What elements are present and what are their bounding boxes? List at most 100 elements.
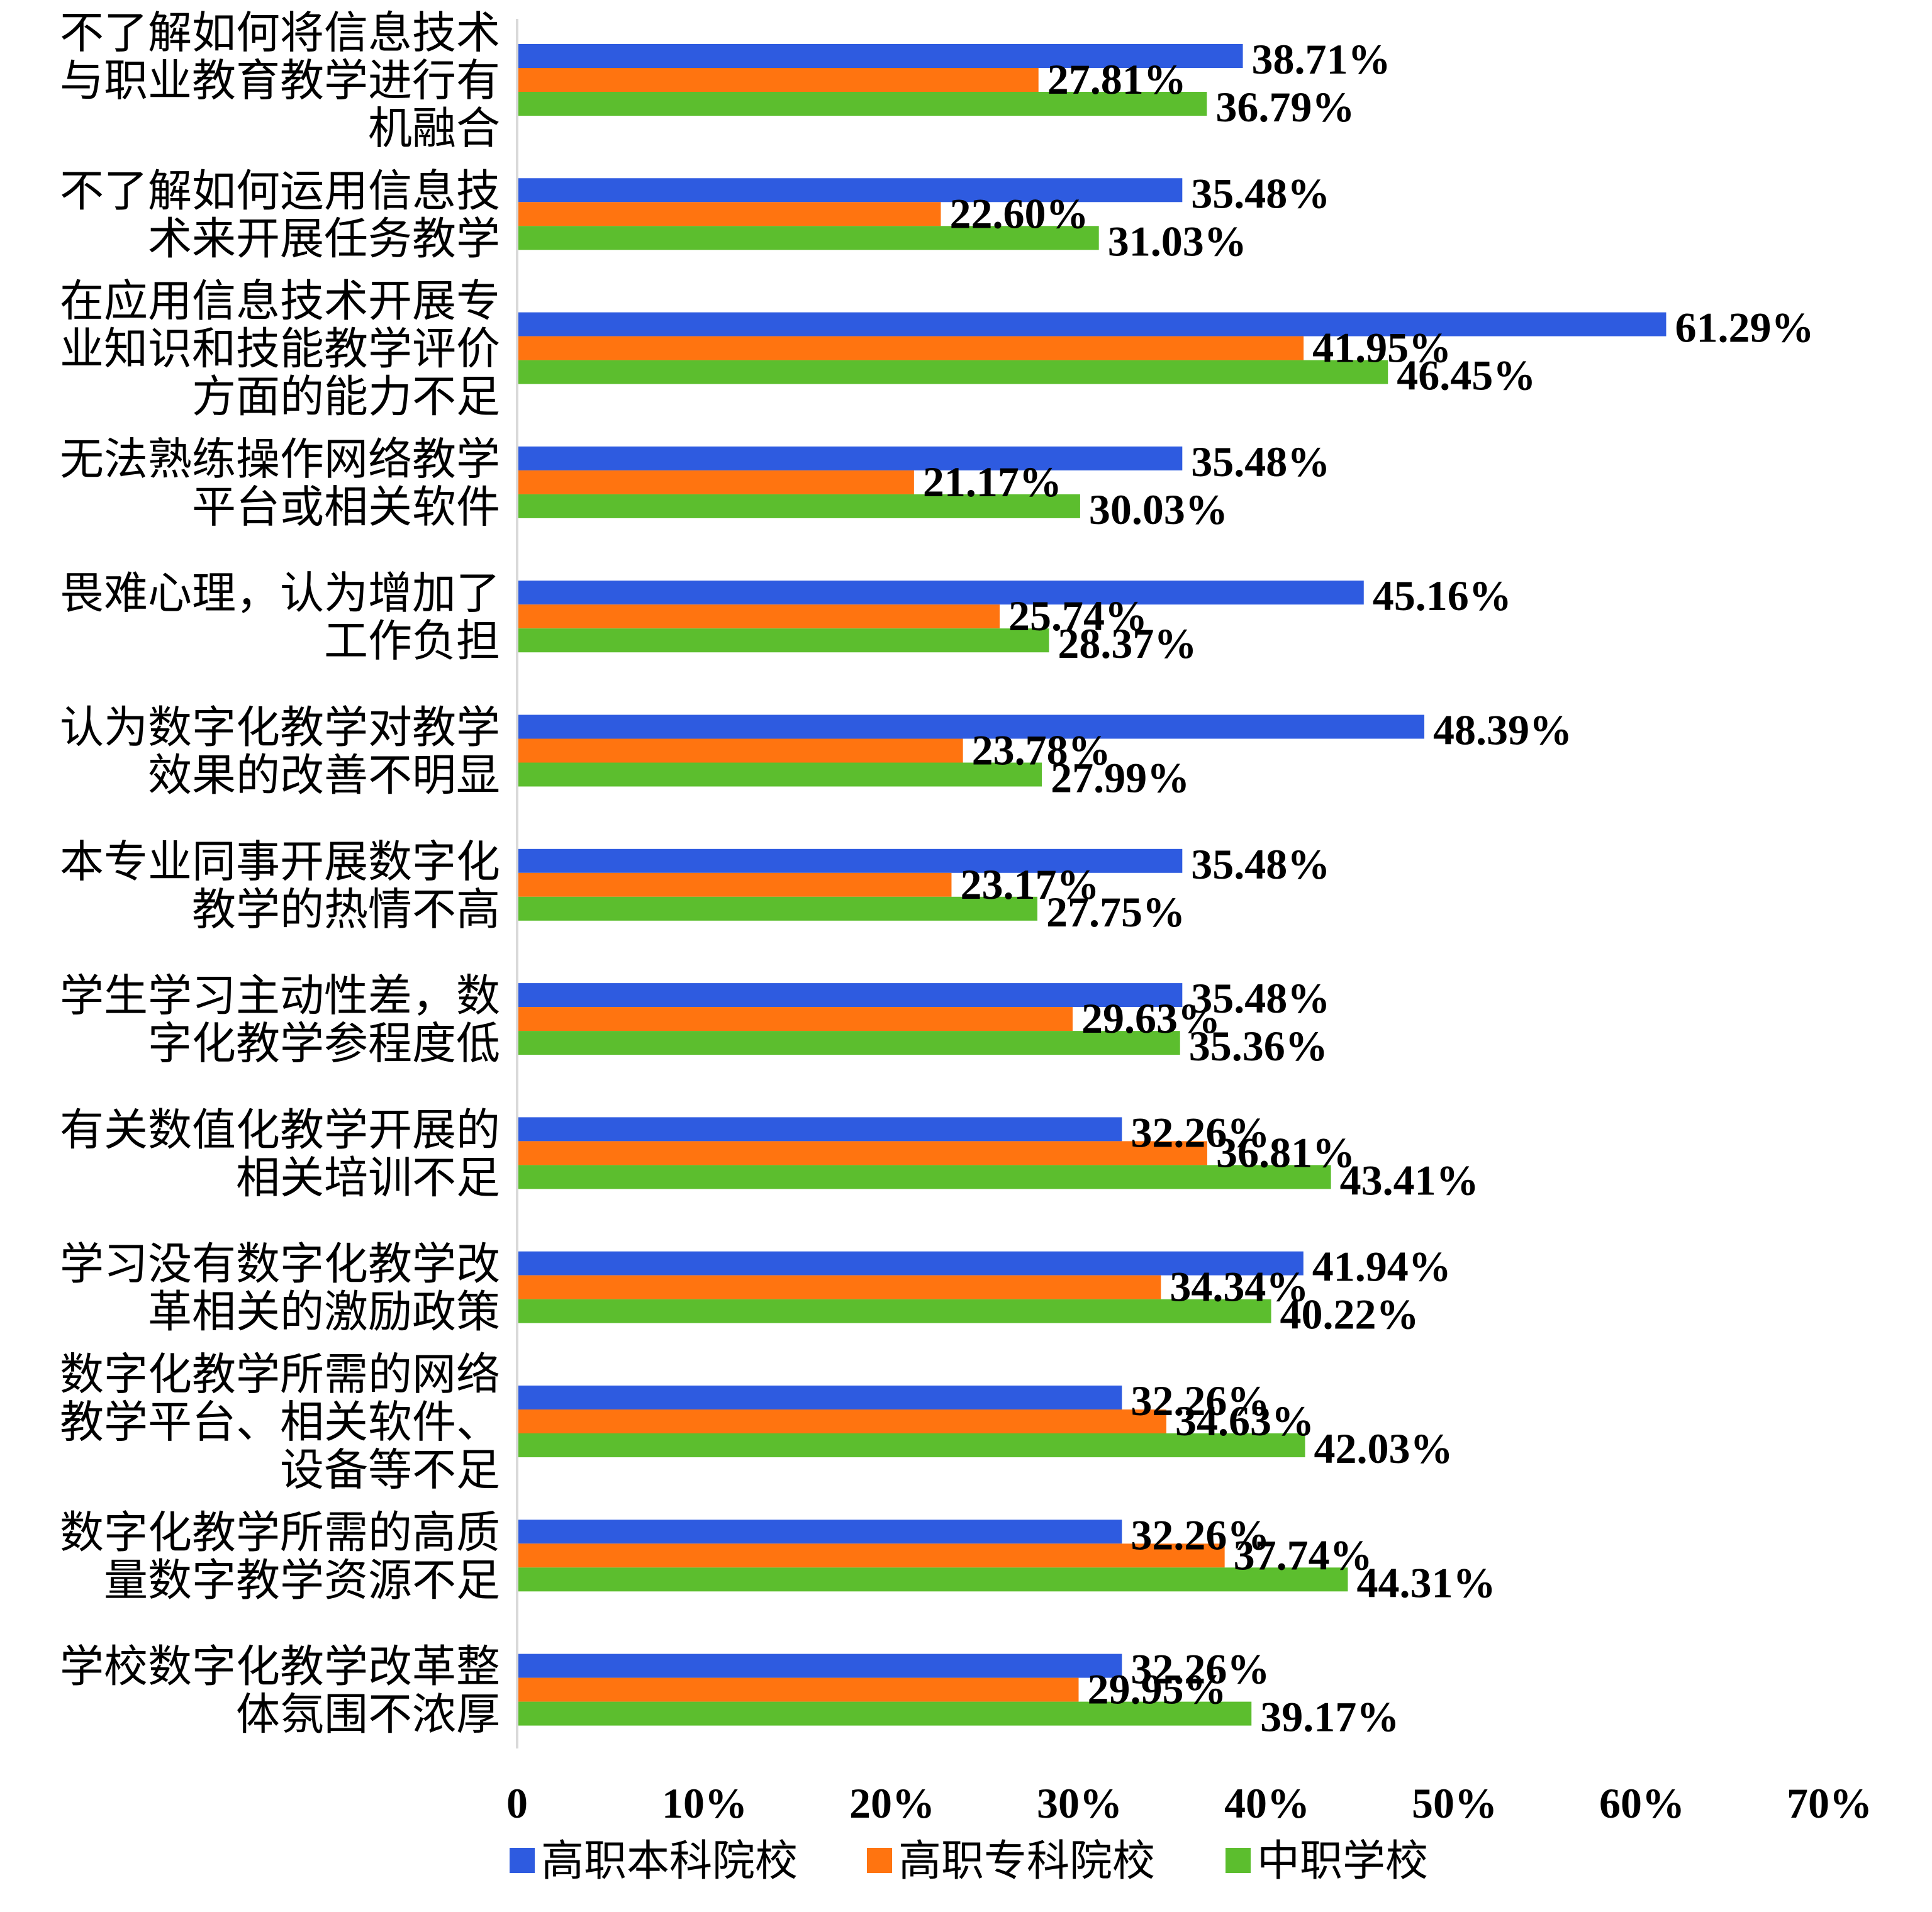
category-label-line: 方面的能力不足 [192,371,500,423]
category-label-3: 在应用信息技术开展专业知识和技能教学评价方面的能力不足 [60,275,500,423]
category-label-12: 数字化教学所需的高质量数字教学资源不足 [60,1506,500,1606]
bar-1-4 [517,446,1183,470]
value-label-1-3: 61.29% [1675,304,1814,352]
bar-1-2 [517,178,1183,203]
category-label-line: 在应用信息技术开展专 [60,275,500,327]
bar-3-10 [517,1299,1271,1323]
bar-3-4 [517,494,1080,518]
value-label-2-11: 34.63% [1175,1397,1314,1445]
bars-group [517,44,1667,1726]
bar-1-12 [517,1520,1122,1544]
category-label-9: 有关数值化教学开展的相关培训不足 [60,1104,500,1203]
bar-2-13 [517,1677,1079,1702]
bar-2-6 [517,738,963,763]
value-label-2-8: 29.63% [1081,994,1220,1042]
category-label-13: 学校数字化教学改革整体氛围不浓厚 [60,1641,500,1740]
value-label-2-1: 27.81% [1047,55,1187,103]
category-label-line: 体氛围不浓厚 [236,1689,500,1740]
bar-2-10 [517,1275,1161,1299]
value-label-3-2: 31.03% [1108,217,1247,265]
value-label-1-10: 41.94% [1312,1243,1451,1291]
value-label-2-10: 34.34% [1170,1263,1309,1311]
value-label-2-3: 41.95% [1312,324,1451,372]
bar-1-10 [517,1251,1304,1276]
bar-1-13 [517,1654,1122,1678]
bar-2-3 [517,336,1304,360]
value-label-3-3: 46.45% [1397,352,1536,399]
x-tick-label-8: 70% [1787,1779,1872,1827]
category-label-line: 不了解如何将信息技术 [60,7,500,58]
value-label-3-9: 43.41% [1340,1156,1479,1204]
value-label-1-13: 32.26% [1131,1645,1270,1693]
category-label-1: 不了解如何将信息技术与职业教育教学进行有机融合 [60,7,500,154]
category-label-line: 有关数值化教学开展的 [60,1104,500,1155]
category-label-line: 学校数字化教学改革整 [60,1641,500,1692]
value-label-3-4: 30.03% [1089,486,1228,533]
value-label-3-1: 36.79% [1215,83,1354,131]
value-label-2-2: 22.60% [949,189,1088,237]
category-label-line: 教学的热情不高 [192,884,500,935]
category-label-line: 效果的改善不明显 [148,750,500,801]
value-label-1-11: 32.26% [1131,1377,1270,1425]
bar-3-6 [517,762,1042,787]
bar-2-11 [517,1409,1166,1433]
bar-3-11 [517,1433,1305,1457]
bar-3-12 [517,1567,1348,1592]
category-label-10: 学习没有数字化教学改革相关的激励政策 [60,1238,500,1338]
value-label-1-8: 35.48% [1191,974,1330,1022]
legend: 高职本科院校 高职专科院校 中职学校 [510,1837,1428,1886]
bar-1-6 [517,714,1425,739]
value-label-3-12: 44.31% [1356,1559,1495,1606]
bar-1-1 [517,44,1243,68]
category-label-line: 不了解如何运用信息技 [60,165,500,216]
category-label-6: 认为数字化教学对教学效果的改善不明显 [60,702,500,801]
value-label-2-9: 36.81% [1216,1128,1355,1176]
x-tick-label-6: 50% [1412,1779,1497,1827]
category-label-line: 本专业同事开展数字化 [60,836,500,887]
category-label-line: 认为数字化教学对教学 [60,702,500,753]
category-label-line: 业知识和技能教学评价 [60,323,500,375]
category-label-line: 数字化教学所需的网络 [60,1348,500,1400]
value-label-2-5: 25.74% [1008,592,1147,640]
category-label-line: 设备等不足 [280,1444,500,1496]
category-label-4: 无法熟练操作网络教学平台或相关软件 [60,433,500,533]
value-label-2-4: 21.17% [923,458,1062,506]
value-label-3-6: 27.99% [1051,754,1190,802]
bar-3-1 [517,92,1207,116]
legend-label-3: 中职学校 [1257,1837,1428,1886]
x-tick-label-2: 10% [662,1779,747,1827]
category-label-line: 与职业教育教学进行有 [60,55,500,106]
bar-3-8 [517,1031,1180,1055]
category-label-11: 数字化教学所需的网络教学平台、相关软件、设备等不足 [60,1348,500,1496]
category-label-line: 无法熟练操作网络教学 [60,433,500,485]
value-labels-group: 38.71% 27.81% 36.79% 35.48% 22.60% 31.03% 61.2… [923,35,1814,1741]
category-label-line: 平台或相关软件 [192,481,500,533]
bar-3-9 [517,1165,1331,1189]
legend-swatch-2 [867,1848,892,1873]
category-label-line: 术来开展任务教学 [148,213,500,264]
bar-1-9 [517,1117,1122,1142]
x-tick-label-1: 0 [506,1779,528,1827]
category-label-line: 教学平台、相关软件、 [60,1396,500,1448]
category-label-5: 畏难心理，认为增加了工作负担 [60,567,500,667]
x-tick-label-7: 60% [1599,1779,1685,1827]
bar-3-5 [517,628,1049,653]
value-label-1-9: 32.26% [1131,1108,1270,1156]
category-label-line: 学生学习主动性差，数 [60,970,500,1021]
category-label-7: 本专业同事开展数字化教学的热情不高 [60,836,500,935]
category-label-line: 学习没有数字化教学改 [60,1238,500,1290]
bar-1-5 [517,581,1364,605]
value-label-2-13: 29.95% [1088,1665,1227,1713]
category-label-line: 畏难心理，认为增加了 [60,567,500,619]
value-label-2-12: 37.74% [1234,1531,1373,1579]
value-label-1-4: 35.48% [1191,438,1330,486]
value-label-3-5: 28.37% [1058,620,1197,667]
bar-2-4 [517,470,914,494]
value-label-1-2: 35.48% [1191,169,1330,217]
category-label-line: 工作负担 [324,615,500,667]
value-label-2-6: 23.78% [972,726,1111,774]
value-label-3-8: 35.36% [1189,1022,1328,1070]
bar-3-13 [517,1701,1252,1726]
bar-3-7 [517,896,1037,921]
